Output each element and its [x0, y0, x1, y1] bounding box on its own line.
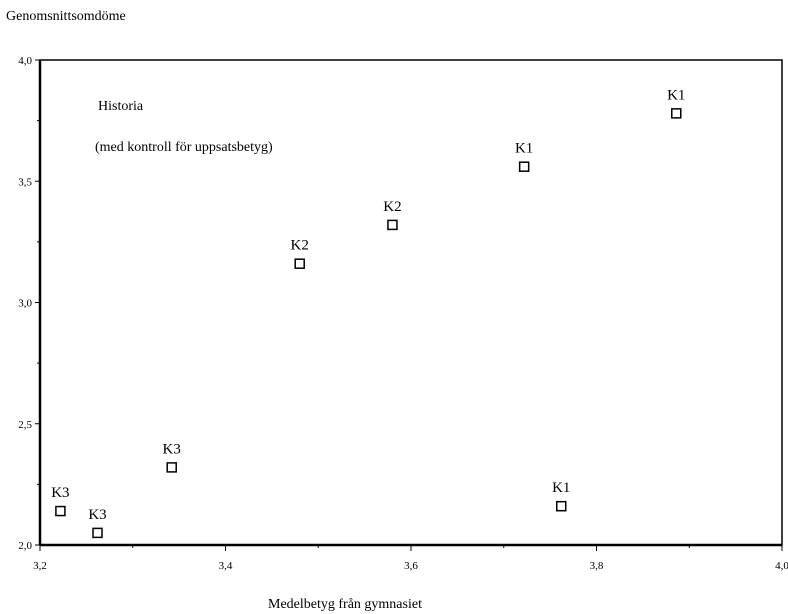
data-points: K3 K3 K3 K2 K2 K1 K1 K1: [51, 87, 685, 539]
x-tick-label: 3,4: [219, 560, 233, 572]
data-point-group: K3: [163, 441, 181, 473]
data-point-marker: [387, 219, 398, 231]
data-point-marker: [671, 108, 682, 119]
data-point-label: K2: [383, 199, 401, 215]
x-tick-label: 3,6: [404, 560, 418, 572]
x-tick-label: 3,2: [33, 560, 47, 572]
annotation-subtitle: (med kontroll för uppsatsbetyg): [95, 140, 273, 155]
data-point-label: K1: [515, 141, 533, 157]
data-point-marker: [294, 258, 305, 269]
data-point-label: K1: [552, 480, 570, 496]
data-point-marker: [556, 500, 567, 512]
y-tick-label: 2,0: [18, 540, 32, 552]
x-tick-label: 4,0: [775, 560, 788, 572]
x-tick-label: 3,8: [590, 560, 604, 572]
annotation-title: Historia: [98, 99, 144, 114]
data-point-marker: [92, 527, 103, 539]
plot-frame: [39, 59, 783, 546]
y-axis-ticks: 2,0 2,5 3,0 3,5 4,0: [18, 55, 40, 552]
y-tick-label: 3,5: [18, 176, 32, 188]
data-point-group: K1: [552, 480, 570, 512]
data-point-group: K3: [51, 485, 70, 517]
y-tick-label: 4,0: [18, 55, 32, 67]
data-point-group: K1: [667, 87, 685, 119]
data-point-group: K2: [291, 238, 309, 269]
data-point-group: K1: [515, 141, 533, 172]
data-point-marker: [166, 462, 177, 473]
data-point-marker: [518, 161, 530, 172]
data-point-group: K2: [383, 199, 402, 231]
x-axis-title: Medelbetyg från gymnasiet: [268, 597, 422, 612]
y-tick-label: 3,0: [18, 298, 32, 310]
data-point-label: K3: [88, 507, 106, 523]
data-point-label: K2: [291, 238, 309, 254]
data-point-label: K1: [667, 87, 685, 103]
data-point-label: K3: [51, 485, 69, 501]
x-axis-ticks: 3,2 3,4 3,6 3,8 4,0: [33, 545, 788, 572]
data-point-marker: [55, 505, 66, 517]
data-point-group: K3: [88, 507, 107, 539]
y-tick-label: 2,5: [18, 419, 32, 431]
data-point-label: K3: [163, 441, 181, 457]
y-axis-title: Genomsnittsomdöme: [6, 9, 126, 24]
